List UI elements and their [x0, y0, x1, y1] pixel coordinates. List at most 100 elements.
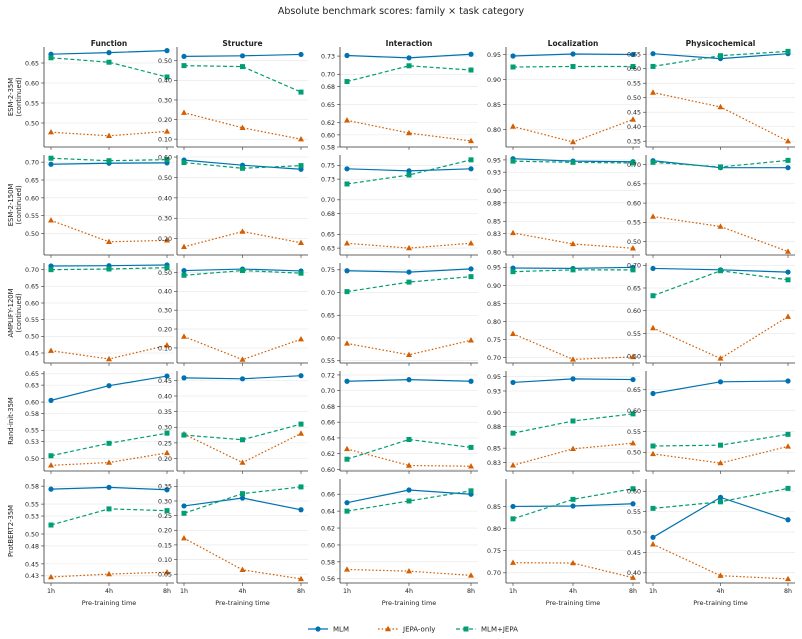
data-point-jepa	[406, 244, 412, 251]
data-point-mlm	[181, 267, 187, 274]
data-point-jepa	[48, 573, 54, 580]
data-point-jepa	[468, 463, 474, 469]
data-point-mlm	[717, 379, 724, 385]
y-tick-label: 0.50	[627, 95, 641, 102]
y-tick-label: 0.95	[487, 157, 501, 164]
y-tick-label: 0.70	[627, 162, 641, 169]
data-point-jepa	[717, 103, 724, 110]
data-point-jepa	[344, 445, 350, 452]
data-point-both	[106, 506, 112, 512]
data-point-mlm	[298, 373, 304, 379]
series-line-jepa	[183, 537, 302, 580]
row-label: ProtBERT2-35M	[7, 505, 15, 557]
x-tick-label: 8h	[784, 588, 792, 595]
x-tick-label: 8h	[297, 588, 305, 595]
data-point-both	[240, 165, 245, 171]
y-tick-label: 0.85	[487, 219, 501, 226]
data-point-mlm	[344, 500, 350, 506]
data-point-mlm	[468, 166, 474, 172]
y-tick-label: 0.58	[25, 484, 39, 491]
y-tick-label: 0.66	[321, 492, 335, 499]
data-point-both	[48, 155, 54, 161]
x-tick-label: 4h	[239, 588, 247, 595]
panel-r3-c3: 0.83 0.85 0.88 0.90 0.93 0.95	[487, 371, 640, 474]
data-point-jepa	[650, 541, 656, 547]
data-point-both	[48, 267, 54, 273]
series-line-both	[183, 65, 302, 93]
data-point-jepa	[239, 356, 246, 362]
data-point-both	[106, 158, 112, 164]
data-point-jepa	[650, 213, 656, 219]
data-point-mlm	[468, 51, 474, 57]
y-tick-label: 0.65	[25, 60, 39, 67]
data-point-mlm	[406, 168, 412, 174]
y-tick-label: 0.93	[487, 388, 501, 395]
y-tick-label: 0.40	[158, 195, 172, 202]
series-line-jepa	[346, 448, 472, 467]
data-point-both	[48, 55, 54, 61]
y-tick-label: 0.63	[321, 246, 335, 253]
data-point-both	[650, 159, 656, 165]
series-line-both	[346, 438, 472, 460]
y-tick-label: 0.65	[627, 285, 641, 292]
series-line-jepa	[512, 333, 634, 360]
y-tick-label: 0.60	[158, 154, 172, 161]
data-point-both	[406, 172, 412, 178]
data-point-both	[164, 430, 170, 436]
y-tick-label: 0.75	[487, 337, 501, 344]
row-labels: ESM-2-35M (continued)ESM-2-150M (continued…	[7, 77, 23, 557]
data-point-jepa	[164, 128, 170, 134]
series-line-jepa	[652, 543, 789, 580]
data-point-mlm	[570, 51, 576, 57]
y-tick-label: 0.60	[627, 408, 641, 415]
data-point-both	[570, 64, 576, 69]
y-tick-label: 0.72	[321, 372, 335, 379]
y-tick-label: 0.88	[487, 200, 501, 207]
y-tick-label: 0.68	[321, 404, 335, 411]
data-point-both	[718, 268, 723, 274]
data-point-jepa	[785, 575, 791, 582]
data-point-both	[510, 64, 516, 70]
data-point-both	[406, 498, 412, 504]
y-tick-label: 0.65	[25, 284, 39, 291]
y-tick-label: 0.60	[25, 195, 39, 202]
panel-r1-c1: 0.20 0.30 0.40 0.50 0.60	[158, 154, 308, 258]
data-point-jepa	[785, 443, 791, 449]
legend-label: MLM+JEPA	[481, 626, 518, 634]
data-point-mlm	[510, 503, 516, 510]
y-tick-label: 0.68	[321, 84, 335, 91]
data-point-mlm	[570, 376, 576, 382]
y-tick-label: 0.60	[321, 335, 335, 342]
y-tick-label: 0.95	[487, 52, 501, 59]
panel-r0-c4: 0.35 0.40 0.45 0.50 0.55 0.60 0.65	[627, 47, 795, 150]
y-tick-label: 0.58	[25, 411, 39, 418]
data-point-both	[510, 516, 516, 522]
y-tick-label: 0.65	[321, 102, 335, 109]
data-point-both	[298, 421, 304, 427]
data-point-both	[650, 505, 656, 511]
data-point-mlm	[406, 487, 412, 493]
data-point-mlm	[48, 161, 54, 167]
row-label: AMPLIFY-120M (continued)	[7, 288, 23, 337]
data-point-both	[344, 508, 350, 514]
figure-title: Absolute benchmark scores: family × task…	[278, 6, 525, 17]
data-point-jepa	[650, 450, 656, 457]
y-tick-label: 0.20	[158, 456, 172, 463]
data-point-mlm	[164, 373, 170, 379]
data-point-jepa	[570, 445, 576, 452]
legend-entry: MLM	[308, 626, 349, 634]
series-line-both	[50, 57, 168, 78]
y-tick-label: 0.80	[487, 127, 501, 134]
data-point-mlm	[181, 53, 187, 60]
data-point-jepa	[468, 572, 474, 578]
data-point-jepa	[298, 135, 304, 142]
panel-r0-c2: 0.58 0.60 0.62 0.65 0.68 0.70 0.73	[321, 47, 478, 151]
data-point-both	[468, 488, 474, 494]
panel-r3-c1: 0.20 0.25 0.30 0.35 0.40 0.45	[158, 371, 308, 474]
data-point-jepa	[48, 217, 54, 223]
data-point-jepa	[181, 109, 187, 115]
y-tick-label: 0.40	[158, 393, 172, 400]
y-tick-label: 0.60	[627, 489, 641, 496]
y-tick-label: 0.55	[25, 213, 39, 220]
row-label-name: ESM-2-35M	[7, 78, 15, 116]
